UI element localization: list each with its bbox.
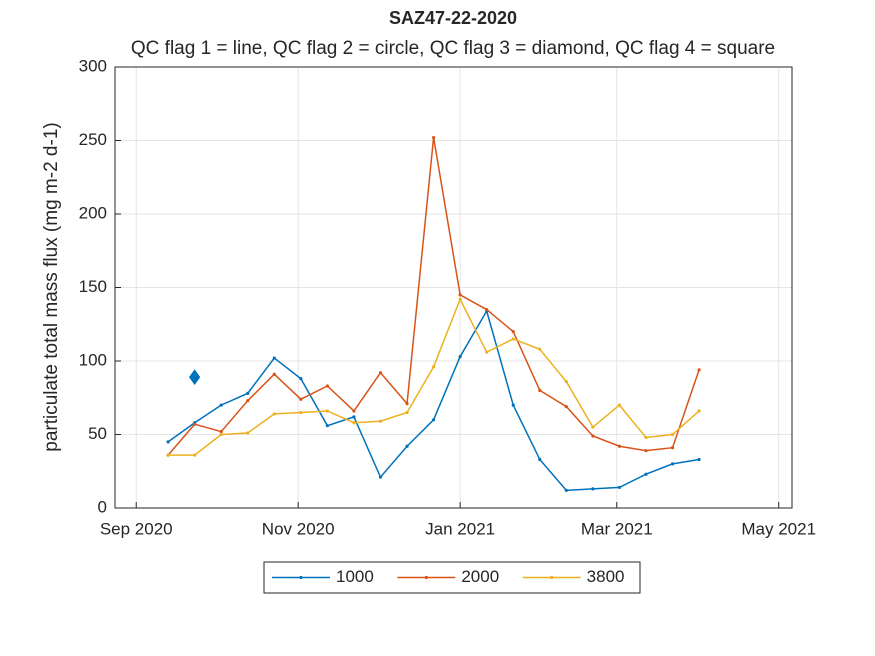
point bbox=[352, 415, 356, 419]
point bbox=[644, 435, 648, 440]
point bbox=[193, 422, 197, 426]
x-tick-label: Nov 2020 bbox=[262, 519, 335, 538]
point bbox=[564, 404, 568, 409]
point bbox=[511, 337, 515, 341]
point bbox=[538, 388, 542, 392]
point bbox=[405, 402, 409, 406]
chart-subtitle: QC flag 1 = line, QC flag 2 = circle, QC… bbox=[131, 38, 775, 59]
point bbox=[378, 419, 383, 423]
point bbox=[246, 431, 250, 435]
point bbox=[272, 412, 276, 416]
point bbox=[325, 424, 329, 428]
flag-marker bbox=[189, 369, 201, 386]
point bbox=[193, 453, 197, 457]
axes-box bbox=[114, 66, 793, 509]
point bbox=[378, 475, 383, 479]
point bbox=[591, 425, 595, 429]
point bbox=[564, 488, 568, 492]
point bbox=[219, 432, 223, 437]
y-tick-label: 150 bbox=[79, 277, 107, 296]
point bbox=[272, 356, 276, 360]
point bbox=[166, 453, 170, 457]
legend-label: 2000 bbox=[461, 567, 499, 586]
point bbox=[617, 444, 622, 448]
point bbox=[352, 421, 356, 425]
point bbox=[670, 446, 675, 450]
point bbox=[405, 410, 409, 415]
point bbox=[617, 403, 622, 407]
point bbox=[325, 384, 329, 388]
legend-label: 3800 bbox=[587, 567, 625, 586]
x-tick-label: Mar 2021 bbox=[581, 519, 653, 538]
point bbox=[644, 449, 648, 453]
point bbox=[670, 432, 675, 437]
y-tick-label: 300 bbox=[79, 56, 107, 75]
point bbox=[299, 397, 303, 401]
legend-point bbox=[299, 575, 303, 580]
y-axis-label: particulate total mass flux (mg m-2 d-1) bbox=[41, 122, 62, 451]
x-tick-label: May 2021 bbox=[741, 519, 816, 538]
point bbox=[511, 330, 515, 334]
point bbox=[431, 418, 436, 422]
point bbox=[591, 487, 595, 491]
y-tick-label: 50 bbox=[88, 424, 107, 443]
point bbox=[299, 377, 303, 381]
point bbox=[697, 457, 701, 462]
x-tick-label: Sep 2020 bbox=[100, 519, 173, 538]
point bbox=[272, 372, 276, 376]
point bbox=[219, 429, 223, 434]
point bbox=[299, 410, 303, 415]
legend-point bbox=[550, 575, 554, 580]
point bbox=[352, 409, 356, 413]
point bbox=[325, 409, 329, 413]
point bbox=[697, 409, 701, 413]
point bbox=[538, 347, 542, 351]
point bbox=[458, 297, 462, 301]
point bbox=[458, 354, 462, 359]
point bbox=[697, 368, 701, 372]
point bbox=[591, 434, 595, 438]
point bbox=[485, 350, 489, 354]
point bbox=[166, 440, 170, 444]
point bbox=[378, 371, 383, 375]
legend-point bbox=[424, 575, 428, 580]
y-tick-label: 100 bbox=[79, 350, 107, 369]
point bbox=[246, 391, 250, 395]
point bbox=[644, 472, 648, 476]
point bbox=[431, 365, 436, 369]
point bbox=[538, 457, 542, 462]
point bbox=[617, 485, 622, 490]
point bbox=[405, 444, 409, 448]
point bbox=[485, 307, 489, 312]
y-tick-label: 250 bbox=[79, 130, 107, 149]
point bbox=[564, 379, 568, 384]
x-tick-label: Jan 2021 bbox=[425, 519, 495, 538]
point bbox=[431, 135, 436, 140]
y-tick-label: 0 bbox=[98, 497, 107, 516]
point bbox=[511, 403, 515, 407]
point bbox=[458, 293, 462, 297]
point bbox=[246, 399, 250, 403]
legend-label: 1000 bbox=[336, 567, 374, 586]
y-tick-label: 200 bbox=[79, 203, 107, 222]
chart-title: SAZ47-22-2020 bbox=[389, 8, 517, 28]
point bbox=[219, 403, 223, 407]
point bbox=[670, 462, 675, 466]
